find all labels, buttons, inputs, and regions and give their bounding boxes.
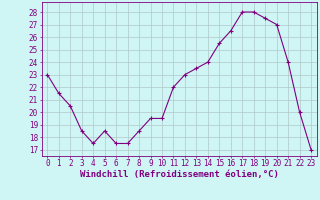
X-axis label: Windchill (Refroidissement éolien,°C): Windchill (Refroidissement éolien,°C) <box>80 170 279 179</box>
